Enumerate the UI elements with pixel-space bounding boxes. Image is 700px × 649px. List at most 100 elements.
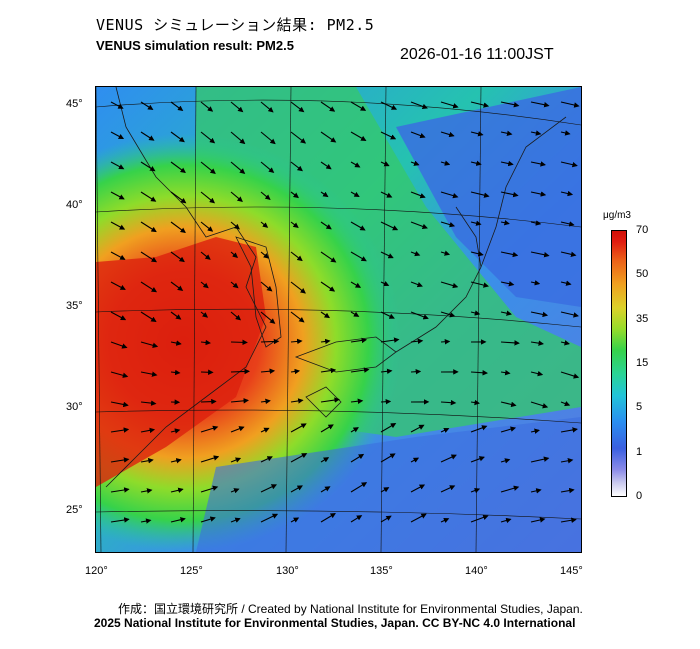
wind-arrow [350,311,360,317]
wind-arrow [410,250,421,257]
wind-arrow [140,161,156,172]
wind-arrow [500,401,517,408]
wind-arrow [350,482,368,493]
wind-arrow [350,367,370,373]
wind-arrow [170,340,182,346]
wind-arrow [410,191,426,199]
colorbar-label-5: 5 [636,401,643,413]
wind-arrow [110,341,128,349]
wind-arrow [380,368,393,375]
wind-arrow [560,340,570,346]
wind-arrow [290,251,303,262]
wind-arrow [290,311,305,323]
wind-arrow [170,221,186,234]
wind-arrow [410,457,420,463]
wind-arrow [470,425,488,433]
wind-arrow [380,398,392,405]
wind-arrow [230,517,241,523]
wind-arrow [560,221,575,227]
wind-arrow [530,251,550,258]
wind-arrow [140,101,154,110]
wind-arrow [260,221,269,228]
wind-arrow [170,311,182,320]
wind-arrow [170,161,186,174]
wind-arrow [350,191,360,198]
wind-arrow [320,281,336,292]
wind-arrow [110,311,127,321]
wind-arrow [260,251,270,259]
wind-arrow [140,311,157,322]
wind-arrow [470,191,490,198]
wind-arrow [530,370,544,377]
wind-vectors [110,101,580,524]
wind-arrow [530,456,550,463]
wind-arrow [470,514,489,523]
lat-label-35: 35° [66,300,83,312]
wind-arrow [260,456,273,463]
wind-arrow [320,513,336,523]
wind-arrow [500,517,512,524]
wind-arrow [260,101,274,113]
wind-arrow [110,221,126,230]
wind-arrow [200,251,211,260]
wind-arrow [290,161,303,172]
wind-arrow [230,339,248,346]
wind-arrow [290,101,305,113]
wind-arrow [140,251,158,263]
wind-arrow [200,221,214,232]
wind-arrow [320,397,340,403]
wind-arrow [200,311,209,318]
wind-arrow [470,101,490,108]
wind-arrow [200,281,209,289]
wind-arrow [260,131,276,145]
colorbar [611,230,627,497]
wind-arrow [230,426,245,433]
wind-arrow [560,487,575,494]
wind-arrow [560,130,571,136]
wind-arrow [470,281,489,288]
wind-arrow [440,191,459,199]
wind-arrow [320,161,332,170]
wind-arrow [260,398,271,405]
wind-arrow [260,191,271,201]
wind-arrow [140,131,155,141]
wind-arrow [500,191,519,198]
wind-arrow [350,398,364,404]
wind-arrow [440,101,459,109]
credit-line-2: 2025 National Institute for Environmenta… [94,616,576,630]
wind-arrow [500,160,514,167]
wind-arrow [140,221,157,233]
wind-arrow [320,338,331,345]
wind-arrow [110,191,125,200]
colorbar-label-70: 70 [636,224,649,236]
wind-arrow [140,488,153,494]
lon-label-125: 125° [180,565,203,577]
wind-arrow [260,513,279,523]
wind-arrow [500,280,515,287]
wind-arrow [140,457,154,464]
wind-arrow [290,281,306,294]
wind-arrow [140,400,157,406]
wind-arrow [230,488,240,494]
wind-arrow [230,368,250,375]
colorbar-label-15: 15 [636,357,649,369]
wind-arrow [470,310,481,316]
wind-arrow [320,251,337,263]
wind-arrow [440,399,457,406]
wind-arrow [110,401,129,408]
wind-arrow [230,311,242,321]
wind-arrow [470,399,480,406]
wind-arrow [380,337,400,343]
wind-arrow [200,191,216,204]
wind-arrow [380,161,390,167]
wind-arrow [200,131,216,144]
lon-label-130: 130° [276,565,299,577]
wind-arrow [230,191,243,203]
lon-label-140: 140° [465,565,488,577]
wind-arrow [560,517,577,523]
wind-arrow [200,455,220,463]
wind-arrow [110,427,130,433]
wind-arrow [350,101,367,111]
wind-arrow [380,423,397,433]
wind-arrow [110,487,130,493]
